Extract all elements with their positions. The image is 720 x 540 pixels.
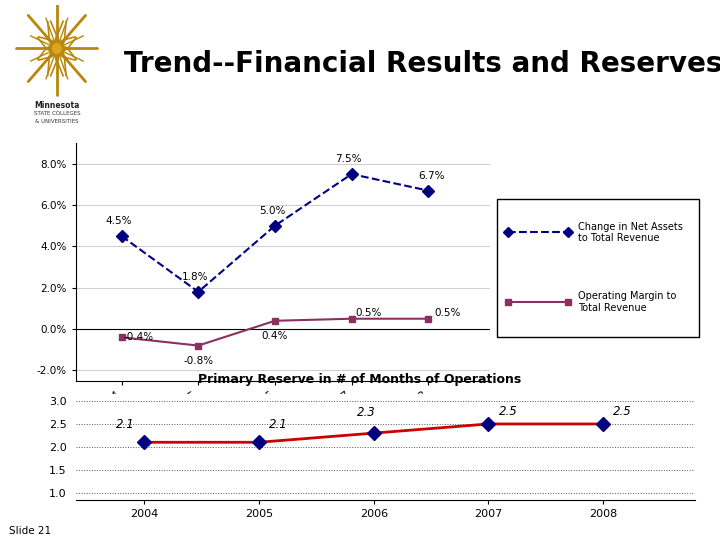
- Text: Change in Net Assets
to Total Revenue: Change in Net Assets to Total Revenue: [578, 221, 683, 243]
- Text: 4.5%: 4.5%: [106, 217, 132, 226]
- Text: 0.5%: 0.5%: [435, 308, 461, 318]
- Text: Trend--Financial Results and Reserves: Trend--Financial Results and Reserves: [124, 51, 720, 78]
- Text: 7.5%: 7.5%: [336, 154, 362, 164]
- Text: Primary Reserve in # of Months of Operations: Primary Reserve in # of Months of Operat…: [199, 373, 521, 386]
- Text: 2.1: 2.1: [116, 418, 135, 431]
- Polygon shape: [44, 33, 70, 63]
- Text: -0.8%: -0.8%: [183, 356, 213, 366]
- Text: 2.1: 2.1: [269, 418, 288, 431]
- Circle shape: [53, 44, 61, 53]
- Text: Minnesota: Minnesota: [34, 102, 80, 111]
- Text: 1.8%: 1.8%: [182, 272, 209, 282]
- Text: 0.5%: 0.5%: [355, 308, 382, 318]
- Text: 2.5: 2.5: [613, 406, 632, 419]
- Text: -0.4%: -0.4%: [123, 332, 153, 342]
- Text: STATE COLLEGES: STATE COLLEGES: [34, 111, 80, 116]
- Text: 5.0%: 5.0%: [259, 206, 285, 216]
- Text: 2.3: 2.3: [357, 406, 376, 419]
- Text: 0.4%: 0.4%: [262, 331, 288, 341]
- Text: Operating Margin to
Total Revenue: Operating Margin to Total Revenue: [578, 292, 677, 313]
- FancyBboxPatch shape: [498, 199, 699, 338]
- Text: Slide 21: Slide 21: [9, 525, 52, 536]
- Text: 2.5: 2.5: [498, 406, 517, 419]
- Text: & UNIVERSITIES: & UNIVERSITIES: [35, 119, 78, 124]
- Text: 6.7%: 6.7%: [418, 171, 444, 181]
